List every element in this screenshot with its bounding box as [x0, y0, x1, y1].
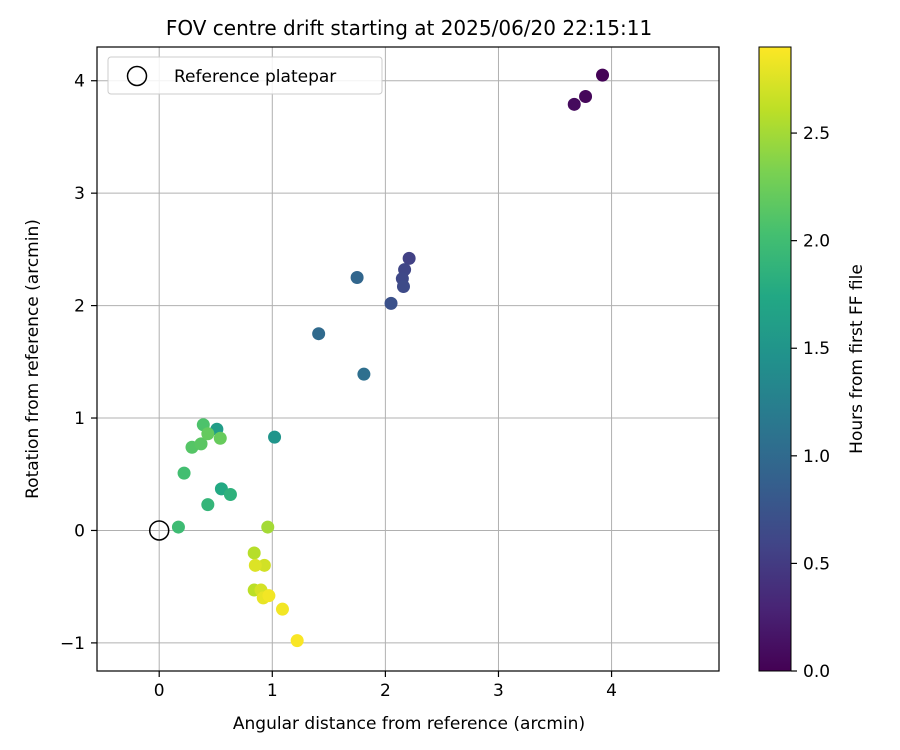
y-tick-label: −1: [60, 634, 85, 654]
y-tick-label: 3: [74, 184, 85, 204]
data-point: [596, 68, 610, 82]
colorbar-label: Hours from first FF file: [847, 264, 867, 454]
plot-frame: [96, 46, 720, 672]
y-axis-label: Rotation from reference (arcmin): [23, 219, 43, 499]
x-axis-label: Angular distance from reference (arcmin): [233, 714, 585, 734]
x-ticks: 0 1 2 3 4: [154, 671, 617, 701]
data-point: [579, 89, 593, 103]
colorbar-tick-label: 0.0: [803, 662, 830, 682]
colorbar: 0.0 0.5 1.0 1.5 2.0 2.5 Hours from first FF f…: [758, 46, 867, 682]
reference-marker-group: [148, 520, 170, 541]
colorbar-tick-label: 2.5: [803, 124, 830, 144]
data-point: [402, 251, 416, 265]
x-tick-label: 1: [267, 681, 278, 701]
data-point: [247, 546, 261, 560]
data-point: [262, 589, 276, 603]
colorbar-tick-label: 1.0: [803, 447, 830, 467]
data-point: [171, 520, 185, 534]
y-ticks: −1 0 1 2 3 4: [60, 72, 97, 654]
data-point: [290, 634, 304, 648]
legend-box: [107, 56, 383, 95]
y-tick-label: 0: [74, 521, 85, 541]
data-point: [201, 427, 215, 441]
data-point: [248, 558, 262, 572]
data-point: [268, 430, 282, 444]
data-point: [194, 437, 208, 451]
y-tick-label: 2: [74, 297, 85, 317]
data-point: [177, 466, 191, 480]
colorbar-tick-label: 2.0: [803, 232, 830, 252]
data-point: [261, 520, 275, 534]
data-point: [312, 327, 326, 341]
legend-marker: [126, 65, 148, 87]
colorbar-bar: [758, 46, 792, 672]
x-tick-label: 3: [493, 681, 504, 701]
y-tick-label: 4: [74, 72, 85, 92]
grid: [97, 47, 719, 671]
data-point: [396, 279, 410, 293]
colorbar-tick-label: 0.5: [803, 554, 830, 574]
data-point: [357, 367, 371, 381]
x-tick-label: 4: [606, 681, 617, 701]
reference-marker: [148, 520, 170, 541]
data-point: [567, 97, 581, 111]
data-point: [201, 498, 215, 512]
y-tick-label: 1: [74, 409, 85, 429]
chart-title: FOV centre drift starting at 2025/06/20 …: [166, 16, 652, 40]
data-point: [213, 431, 227, 445]
legend: Reference platepar: [107, 56, 383, 95]
data-point: [223, 487, 237, 501]
colorbar-tick-label: 1.5: [803, 339, 830, 359]
x-tick-label: 2: [380, 681, 391, 701]
data-point: [257, 558, 271, 572]
colorbar-ticks: 0.0 0.5 1.0 1.5 2.0 2.5: [791, 124, 830, 682]
x-tick-label: 0: [154, 681, 165, 701]
data-point: [384, 296, 398, 310]
legend-label: Reference platepar: [174, 67, 336, 87]
data-point: [275, 602, 289, 616]
data-point: [350, 270, 364, 284]
data-points: [171, 68, 610, 648]
